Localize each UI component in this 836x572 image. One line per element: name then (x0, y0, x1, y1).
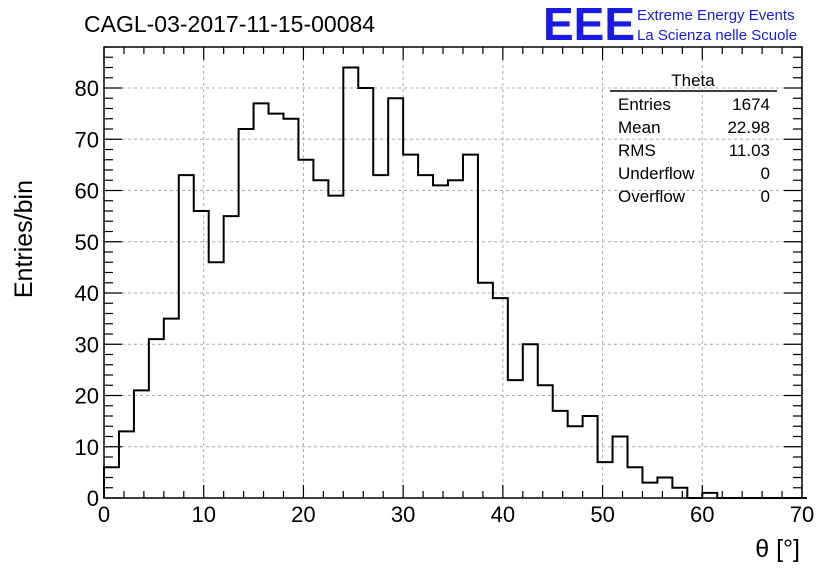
x-tick-label: 0 (98, 502, 110, 527)
y-tick-labels: 0 10 20 30 40 50 60 70 80 (75, 76, 99, 511)
y-axis-label: Entries/bin (10, 180, 38, 298)
grid-lines (104, 47, 802, 498)
x-axis-label: θ [°] (755, 535, 800, 563)
x-tick-label: 30 (391, 502, 415, 527)
x-tick-label: 60 (690, 502, 714, 527)
run-title: CAGL-03-2017-11-15-00084 (84, 11, 375, 37)
stats-box: Theta Entries 1674 Mean 22.98 RMS 11.03 Underf… (610, 71, 777, 206)
histogram-series (103, 66, 807, 499)
y-tick-label: 30 (75, 332, 99, 357)
stats-row-value: 0 (761, 164, 770, 183)
stats-row-value: 22.98 (727, 118, 770, 137)
x-tick-label: 40 (491, 502, 515, 527)
y-tick-label: 50 (75, 230, 99, 255)
y-tick-label: 20 (75, 384, 99, 409)
x-tick-label: 70 (790, 502, 814, 527)
y-tick-label: 0 (87, 486, 99, 511)
stats-row-value: 11.03 (729, 141, 770, 160)
logo-line-2: La Scienza nelle Scuole (637, 27, 797, 44)
stats-title: Theta (671, 71, 715, 90)
x-tick-label: 20 (291, 502, 315, 527)
stats-row-label: Underflow (618, 164, 695, 183)
x-tick-label: 10 (191, 502, 215, 527)
axis-ticks (103, 46, 803, 499)
stats-row-label: Entries (618, 95, 671, 114)
stats-row-label: Overflow (618, 187, 686, 206)
y-tick-label: 40 (75, 281, 99, 306)
y-tick-label: 80 (75, 76, 99, 101)
stats-row-value: 1674 (732, 95, 770, 114)
y-tick-label: 60 (75, 179, 99, 204)
stats-row-label: RMS (618, 141, 656, 160)
x-tick-label: 50 (590, 502, 614, 527)
y-tick-label: 70 (75, 127, 99, 152)
logo-line-1: Extreme Energy Events (637, 7, 795, 24)
y-tick-label: 10 (75, 435, 99, 460)
stats-row-value: 0 (761, 187, 770, 206)
x-tick-labels: 0 10 20 30 40 50 60 70 (98, 502, 814, 527)
plot-frame (103, 46, 803, 499)
logo-mark: EEE (543, 0, 635, 50)
stats-rows: Entries 1674 Mean 22.98 RMS 11.03 Underflow 0 Ov… (618, 95, 770, 206)
stats-row-label: Mean (618, 118, 661, 137)
